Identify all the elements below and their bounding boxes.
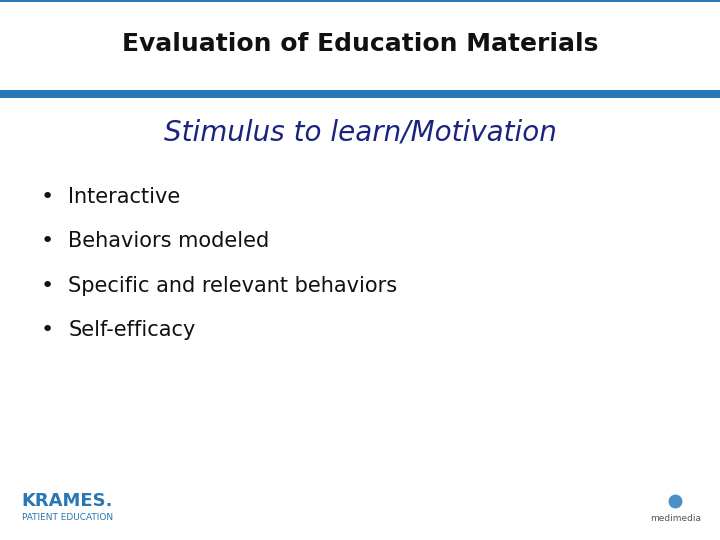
Text: PATIENT EDUCATION: PATIENT EDUCATION — [22, 513, 113, 522]
Text: KRAMES.: KRAMES. — [22, 492, 113, 510]
Bar — [0, 0, 720, 89]
Text: Self-efficacy: Self-efficacy — [68, 320, 196, 340]
Text: •: • — [40, 275, 53, 296]
Text: Specific and relevant behaviors: Specific and relevant behaviors — [68, 275, 397, 296]
Text: Stimulus to learn/Motivation: Stimulus to learn/Motivation — [163, 118, 557, 146]
Text: •: • — [40, 187, 53, 207]
Text: Evaluation of Education Materials: Evaluation of Education Materials — [122, 32, 598, 56]
Text: •: • — [40, 320, 53, 340]
Text: medimedia: medimedia — [650, 514, 701, 523]
Text: •: • — [40, 231, 53, 252]
Bar — [0, 0, 720, 2]
Text: Behaviors modeled: Behaviors modeled — [68, 231, 270, 252]
Bar — [0, 90, 720, 98]
Text: Interactive: Interactive — [68, 187, 181, 207]
